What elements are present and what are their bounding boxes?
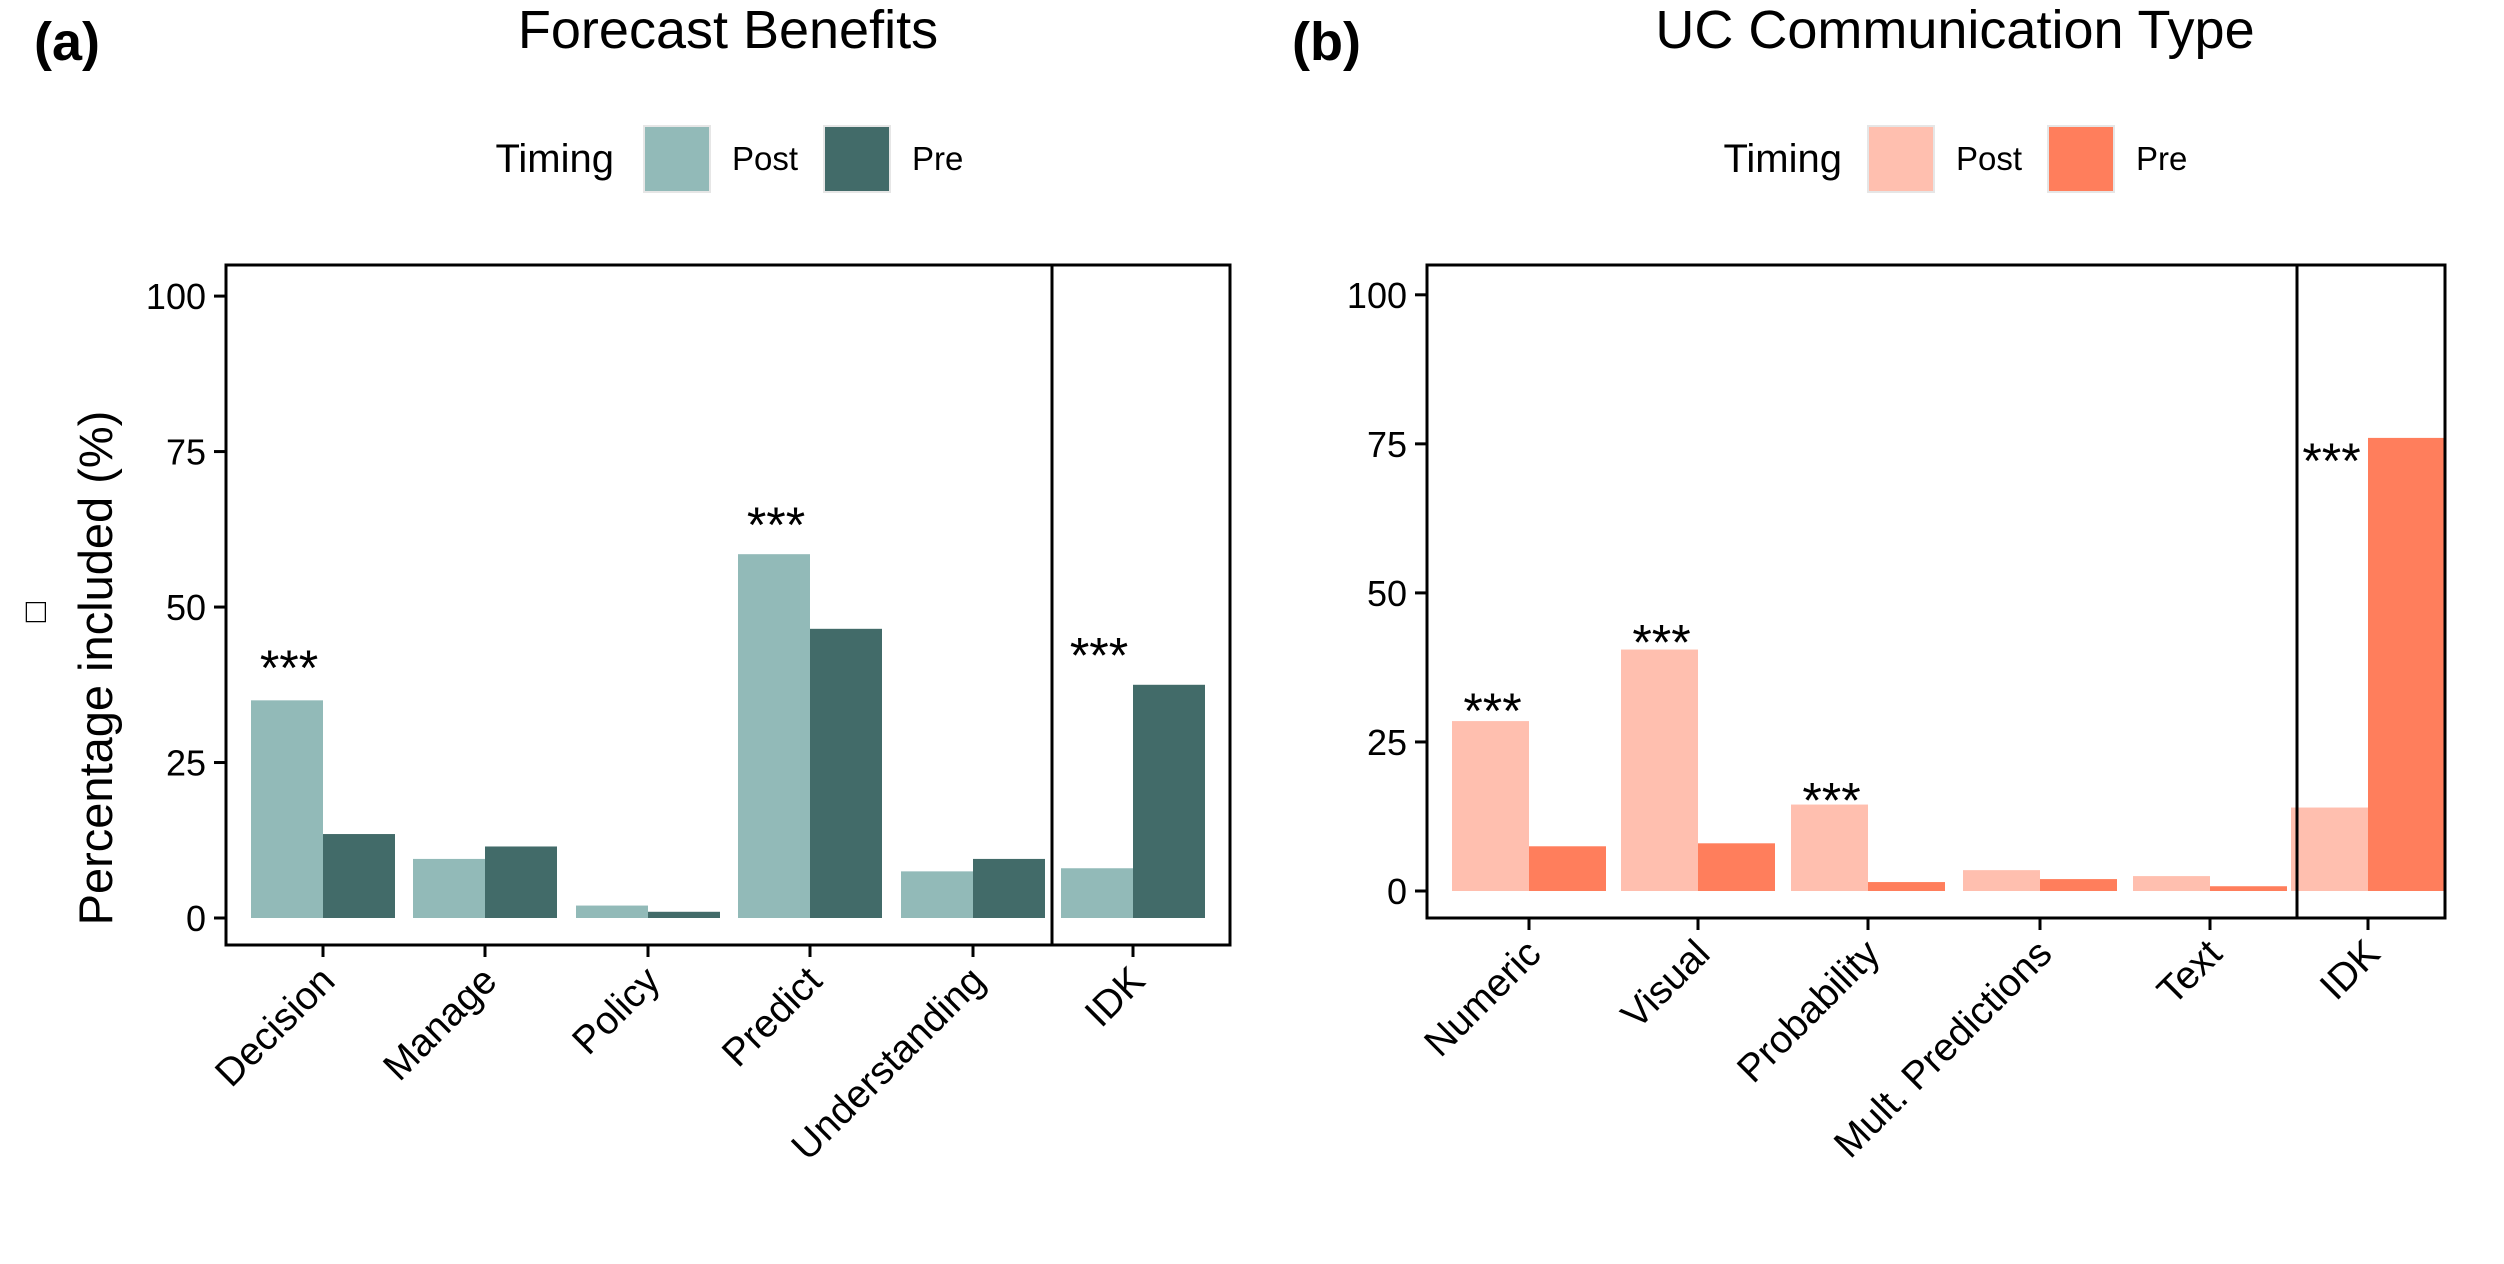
panel-a: (a) Forecast Benefits Timing Percentage …: [16, 0, 938, 925]
significance-label: ***: [260, 640, 318, 696]
x-tick-label: Decision: [207, 959, 343, 1095]
panel-b-legend-title: Timing: [1723, 137, 1842, 181]
y-tick-label: 0: [1387, 871, 1407, 912]
y-tick-label: 75: [1367, 424, 1407, 465]
x-tick-label: Visual: [1613, 932, 1718, 1037]
significance-label: ***: [1632, 615, 1690, 671]
bar-post-manage: [413, 858, 485, 918]
legend-label-pre: Pre: [2136, 140, 2187, 177]
x-tick-label: IDK: [2312, 932, 2388, 1008]
bar-pre-visual: [1698, 843, 1775, 891]
significance-label: ***: [1070, 628, 1128, 684]
y-tick-label: 0: [186, 898, 206, 939]
ylabel-marker-icon: □: [16, 601, 54, 622]
significance-label: ***: [1802, 773, 1860, 829]
bar-post-mult-predictions: [1963, 870, 2040, 891]
legend-label-post: Post: [732, 140, 798, 177]
bar-post-decision: [251, 700, 323, 918]
bar-pre-manage: [485, 846, 557, 918]
legend-key-pre: [2047, 125, 2115, 193]
y-tick-label: 25: [166, 743, 206, 784]
panel-b: (b) UC Communication Type Timing: [1292, 0, 2255, 181]
bar-pre-idk: [2368, 437, 2445, 891]
facet-box-idk: [2295, 263, 2447, 920]
facet-box-idk: [1050, 263, 1232, 947]
panel-a-ylabel: Percentage included (%): [69, 411, 122, 926]
x-tick-label: Probability: [1729, 932, 1889, 1092]
bar-pre-idk: [1133, 684, 1205, 918]
x-tick-label: Policy: [564, 959, 668, 1063]
chart-b: Post Pre 0 25 50 75 100 Numeric Visual Probabilit…: [1347, 125, 2447, 1166]
bar-post-understanding: [901, 871, 973, 918]
bar-post-predict: [738, 554, 810, 918]
panel-a-label: (a): [34, 12, 100, 72]
legend-label-pre: Pre: [912, 140, 963, 177]
bar-post-text: [2133, 876, 2210, 891]
bar-post-idk: [2291, 807, 2368, 891]
legend-key-post: [643, 125, 711, 193]
bar-post-numeric: [1452, 721, 1529, 891]
significance-label: ***: [747, 497, 805, 553]
x-tick-label: Numeric: [1416, 932, 1549, 1065]
x-tick-label: Manage: [375, 959, 505, 1089]
y-tick-label: 50: [166, 587, 206, 628]
bar-post-visual: [1621, 649, 1698, 891]
bar-pre-understanding: [973, 858, 1045, 918]
bar-post-probability: [1791, 804, 1868, 891]
bar-pre-predict: [810, 628, 882, 918]
legend-label-post: Post: [1956, 140, 2022, 177]
significance-label: ***: [2302, 433, 2360, 489]
x-tick-label: IDK: [1077, 959, 1153, 1035]
x-tick-label: Predict: [714, 959, 830, 1075]
bar-pre-mult-predictions: [2040, 879, 2117, 891]
y-tick-label: 100: [146, 276, 206, 317]
significance-label: ***: [1463, 683, 1521, 739]
bar-pre-policy: [648, 911, 720, 918]
panel-a-title: Forecast Benefits: [518, 0, 938, 60]
y-tick-label: 50: [1367, 573, 1407, 614]
y-tick-label: 25: [1367, 722, 1407, 763]
panel-b-title: UC Communication Type: [1655, 0, 2254, 60]
bar-post-policy: [576, 905, 648, 918]
bar-post-idk: [1061, 868, 1133, 918]
x-tick-label: Text: [2149, 932, 2230, 1013]
y-tick-label: 75: [166, 432, 206, 473]
bar-pre-text: [2210, 886, 2287, 891]
y-tick-label: 100: [1347, 275, 1407, 316]
panel-b-label: (b): [1292, 12, 1361, 72]
legend-key-pre: [823, 125, 891, 193]
bar-pre-numeric: [1529, 846, 1606, 891]
chart-a: Post Pre 0 25 50 75 100 Decision Manage Policy Pre…: [146, 125, 1232, 1169]
bar-pre-decision: [323, 834, 395, 918]
legend-key-post: [1867, 125, 1935, 193]
panel-a-legend-title: Timing: [495, 137, 614, 181]
bar-pre-probability: [1868, 882, 1945, 891]
